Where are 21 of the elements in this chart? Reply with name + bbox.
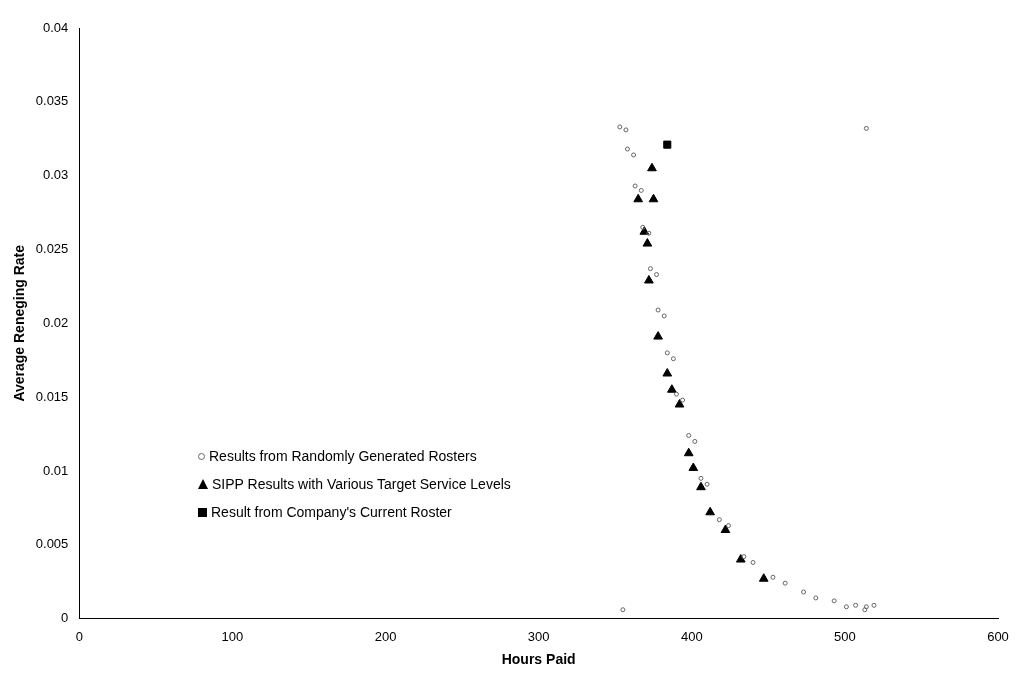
x-tick-label: 400 [680, 628, 703, 644]
x-tick-label: 0 [75, 628, 83, 644]
y-tick-label: 0.01 [43, 462, 69, 478]
y-tick-label: 0.02 [43, 314, 69, 330]
y-tick-label: 0.04 [43, 19, 69, 35]
y-tick-label: 0.035 [35, 93, 69, 109]
x-tick-label: 100 [221, 628, 244, 644]
x-tick-label: 200 [374, 628, 397, 644]
x-tick-label: 600 [987, 628, 1009, 644]
legend-label: SIPP Results with Various Target Service Levels [212, 476, 511, 492]
x-axis-title: Hours Paid [501, 651, 576, 668]
y-tick-label: 0.015 [35, 388, 69, 404]
y-axis-title: Average Reneging Rate [11, 244, 28, 402]
y-tick-label: 0.03 [43, 167, 69, 183]
legend-label: Result from Company's Current Roster [211, 504, 452, 520]
y-tick-label: 0.025 [35, 241, 69, 257]
y-tick-label: 0.005 [35, 536, 69, 552]
x-tick-label: 500 [834, 628, 856, 644]
y-tick-label: 0 [61, 610, 69, 626]
x-tick-label: 300 [527, 628, 550, 644]
legend-label: Results from Randomly Generated Rosters [209, 448, 477, 464]
